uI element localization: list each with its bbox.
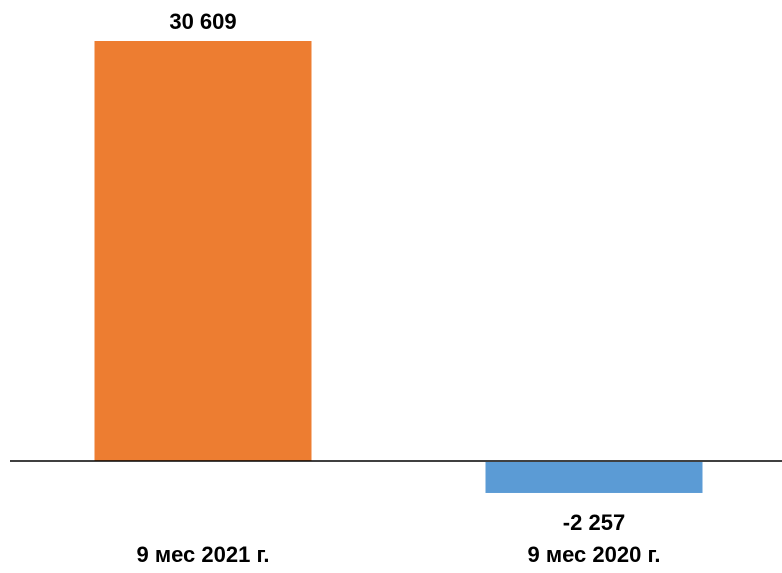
category-label-0: 9 мес 2021 г.	[136, 542, 269, 567]
data-label-1: -2 257	[563, 510, 625, 535]
data-label-0: 30 609	[169, 9, 236, 34]
bar-0	[94, 41, 312, 461]
category-label-1: 9 мес 2020 г.	[527, 542, 660, 567]
bar-1	[485, 462, 703, 493]
